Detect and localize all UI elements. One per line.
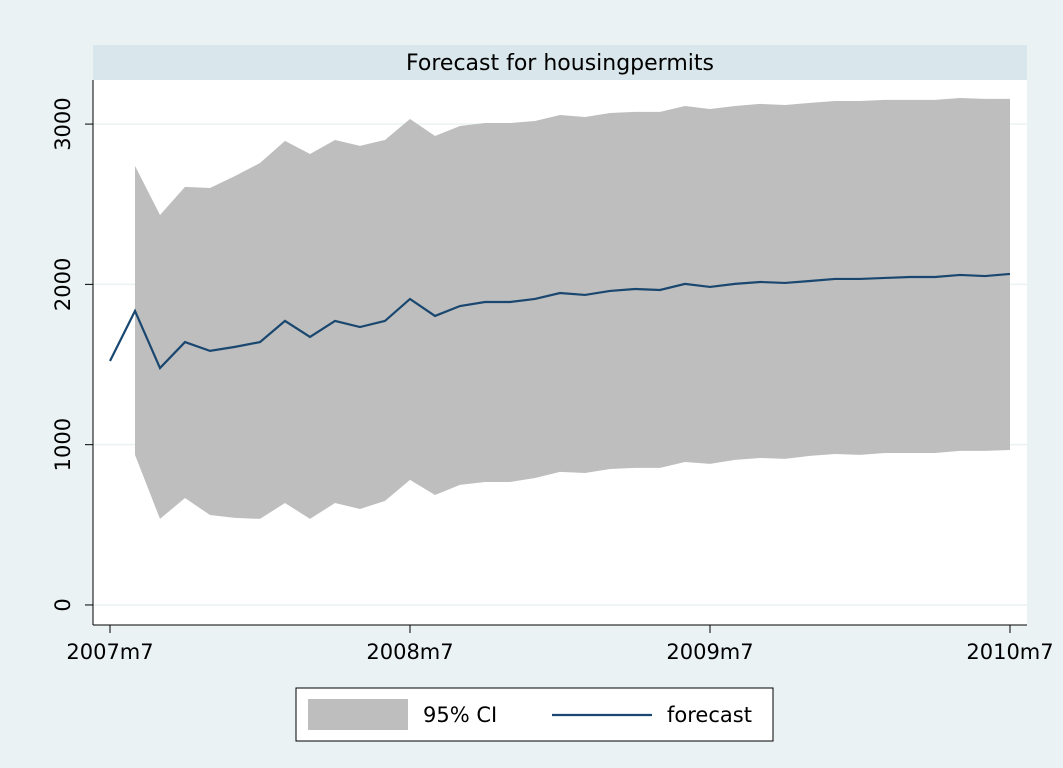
legend-swatch	[308, 699, 408, 730]
legend-label: forecast	[667, 703, 752, 727]
x-tick-label: 2007m7	[66, 640, 153, 664]
y-tick-label: 0	[51, 598, 75, 611]
x-tick-label: 2008m7	[366, 640, 453, 664]
legend-label: 95% CI	[423, 703, 497, 727]
forecast-line	[109, 272, 1011, 370]
chart-title: Forecast for housingpermits	[406, 51, 714, 76]
x-tick-label: 2010m7	[966, 640, 1053, 664]
ci-band	[135, 97, 1010, 519]
y-tick-label: 3000	[51, 97, 75, 150]
y-tick-label: 2000	[51, 258, 75, 311]
y-tick-label: 1000	[51, 418, 75, 471]
x-tick-label: 2009m7	[666, 640, 753, 664]
title-band	[93, 45, 1027, 80]
